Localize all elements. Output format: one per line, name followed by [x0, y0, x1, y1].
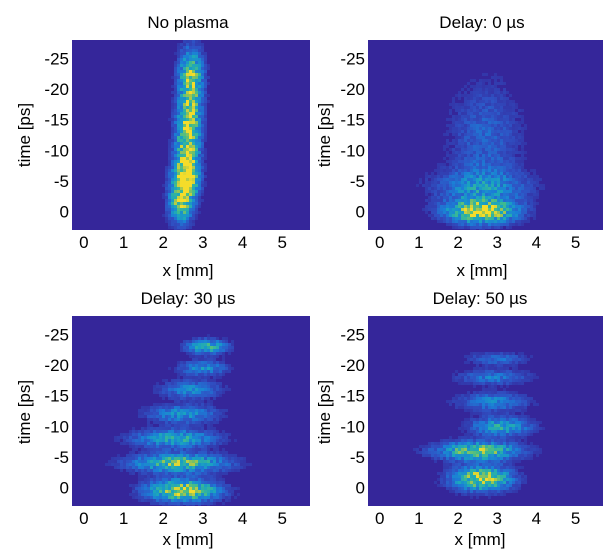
x-tick-label: 4	[532, 233, 541, 252]
y-tick-label: 0	[60, 479, 69, 498]
panel-title: Delay: 0 µs	[439, 13, 524, 32]
y-tick-label: -25	[44, 49, 69, 68]
x-tick-label: 3	[493, 509, 502, 528]
heatmap-cells	[413, 352, 545, 499]
heatmap-cells	[162, 40, 210, 230]
y-tick-label: -15	[44, 387, 69, 406]
x-tick-label: 1	[119, 509, 128, 528]
y-axis-label: time [ps]	[15, 103, 34, 167]
x-tick-label: 0	[375, 233, 384, 252]
y-tick-label: -5	[54, 448, 69, 467]
x-tick-label: 2	[158, 509, 167, 528]
x-tick-label: 4	[238, 233, 247, 252]
x-tick-label: 1	[119, 233, 128, 252]
y-tick-label: -20	[44, 356, 69, 375]
x-tick-label: 5	[277, 233, 286, 252]
y-tick-label: -20	[340, 80, 365, 99]
x-tick-label: 1	[414, 509, 423, 528]
x-tick-label: 0	[79, 233, 88, 252]
y-tick-label: -20	[44, 80, 69, 99]
panel-3: Delay: 30 µs 0 1 2 3 4 5 -25 -20 -15 -10 -5 0 x [mm] t…	[15, 289, 310, 549]
y-tick-label: 0	[356, 479, 365, 498]
y-tick-label: -5	[350, 172, 365, 191]
x-tick-label: 3	[198, 509, 207, 528]
y-tick-label: -25	[340, 325, 365, 344]
x-tick-label: 2	[453, 509, 462, 528]
panel-1: No plasma 0 1 2 3 4 5 -25 -20 -15 -10 -5 0 x [mm] time…	[15, 13, 310, 280]
y-tick-label: -10	[340, 417, 365, 436]
x-tick-label: 5	[571, 509, 580, 528]
x-tick-label: 3	[493, 233, 502, 252]
y-tick-label: -25	[44, 325, 69, 344]
panel-4: Delay: 50 µs 0 1 2 3 4 5 -25 -20 -15 -10 -5 0 x [mm] t…	[315, 289, 603, 549]
x-tick-label: 0	[375, 509, 384, 528]
x-tick-label: 4	[238, 509, 247, 528]
y-tick-label: -10	[340, 141, 365, 160]
x-tick-label: 5	[571, 233, 580, 252]
y-axis-label: time [ps]	[15, 380, 34, 444]
panel-2: Delay: 0 µs 0 1 2 3 4 5 -25 -20 -15 -10 -5 0 x [mm] ti…	[315, 13, 603, 280]
x-tick-label: 2	[453, 233, 462, 252]
x-axis-label: x [mm]	[163, 261, 214, 280]
panel-title: Delay: 50 µs	[433, 289, 528, 308]
x-axis-label: x [mm]	[457, 261, 508, 280]
x-tick-label: 3	[198, 233, 207, 252]
y-tick-label: -5	[350, 448, 365, 467]
heatmap-cells	[416, 73, 545, 230]
x-axis-label: x [mm]	[163, 530, 214, 549]
x-tick-label: 1	[414, 233, 423, 252]
y-tick-label: -15	[44, 111, 69, 130]
x-axis-label: x [mm]	[455, 530, 506, 549]
y-tick-label: -15	[340, 111, 365, 130]
panel-title: Delay: 30 µs	[141, 289, 236, 308]
y-tick-label: 0	[60, 203, 69, 222]
y-tick-label: 0	[356, 203, 365, 222]
y-tick-label: -20	[340, 356, 365, 375]
x-tick-label: 2	[158, 233, 167, 252]
y-tick-label: -10	[44, 141, 69, 160]
y-tick-label: -10	[44, 417, 69, 436]
y-tick-label: -5	[54, 172, 69, 191]
y-tick-label: -15	[340, 387, 365, 406]
heatmap-cells	[105, 334, 252, 506]
x-tick-label: 0	[79, 509, 88, 528]
x-tick-label: 5	[277, 509, 286, 528]
panel-title: No plasma	[147, 13, 229, 32]
y-axis-label: time [ps]	[315, 380, 334, 444]
y-axis-label: time [ps]	[315, 103, 334, 167]
x-tick-label: 4	[532, 509, 541, 528]
y-tick-label: -25	[340, 49, 365, 68]
